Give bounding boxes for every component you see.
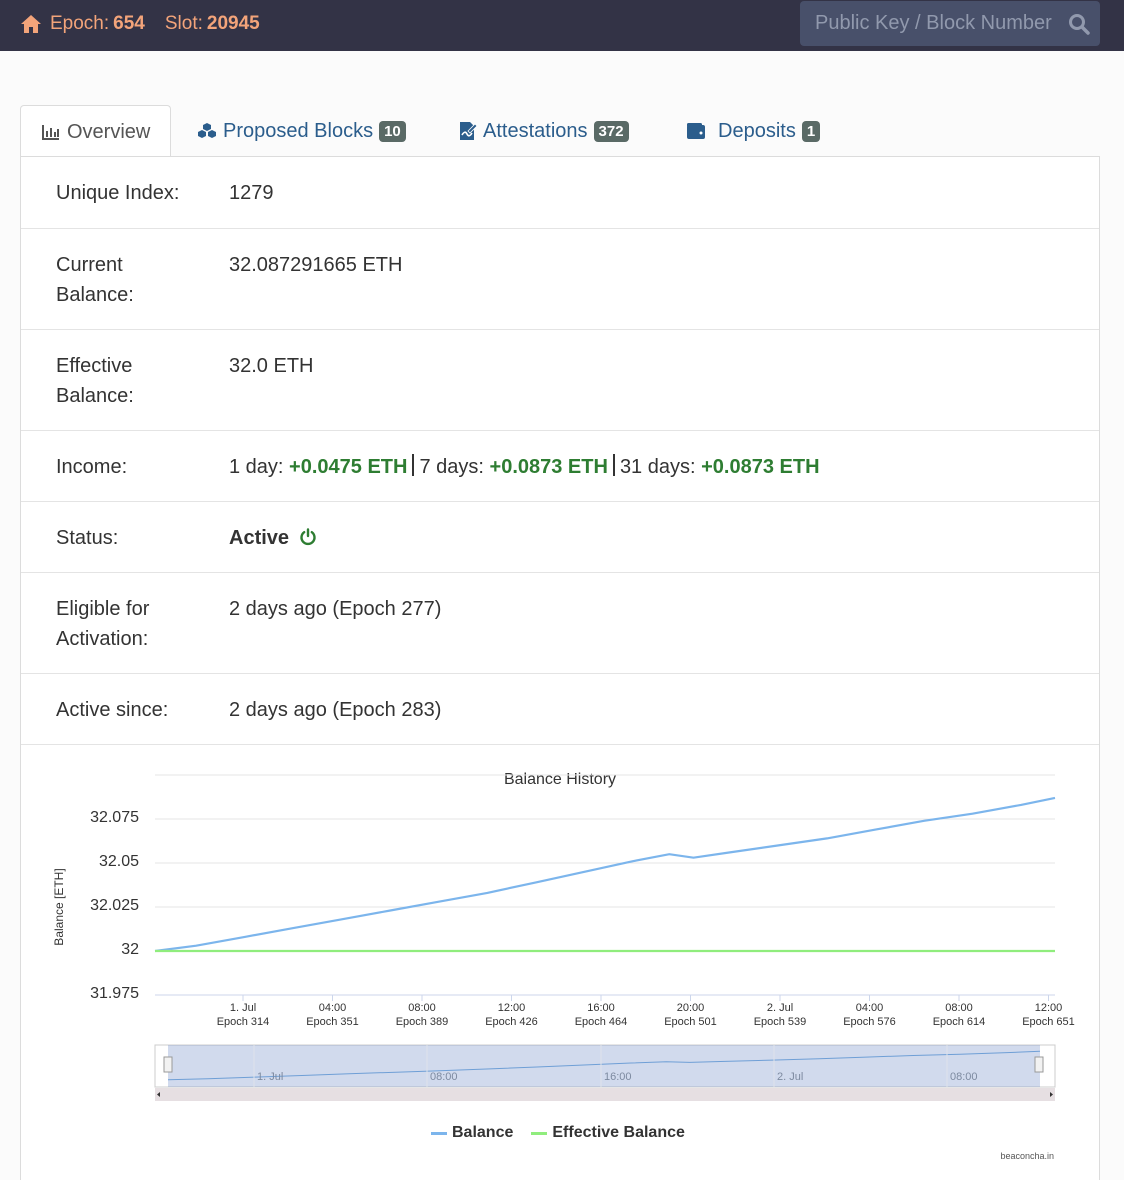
divider	[412, 454, 415, 476]
top-navbar: Epoch: 654 Slot: 20945	[0, 0, 1124, 51]
y-tick-label: 31.975	[90, 985, 139, 1002]
navigator-scrollbar	[155, 1088, 1055, 1101]
navigator-label: 08:00	[430, 1071, 458, 1083]
slot-value: 20945	[206, 13, 260, 34]
tab-deposits[interactable]: Deposits 1	[686, 105, 821, 157]
income-value: 1 day: +0.0475 ETH 7 days: +0.0873 ETH 31 …	[229, 452, 820, 482]
tab-label: Deposits	[718, 119, 796, 142]
count-badge: 372	[593, 120, 629, 142]
legend-item-effective-balance[interactable]: Effective Balance	[531, 1124, 685, 1142]
income-1d-value: +0.0475 ETH	[289, 456, 408, 478]
scroll-left-arrow-icon	[157, 1092, 160, 1097]
unique-index-label: Unique Index:	[56, 182, 180, 204]
epoch-value: 654	[113, 13, 145, 34]
income-1d-label: 1 day:	[229, 456, 284, 478]
x-tick-label: 08:00 Epoch 614	[932, 1002, 986, 1028]
legend-item-balance[interactable]: Balance	[431, 1124, 513, 1142]
y-tick-label: 32	[121, 941, 139, 958]
wallet-icon	[687, 123, 705, 139]
x-tick-label: 2. Jul Epoch 539	[753, 1002, 807, 1028]
navigator-label: 2. Jul	[777, 1071, 804, 1083]
income-label: Income:	[56, 456, 128, 478]
current-balance-value: 32.087291665 ETH	[229, 254, 403, 276]
income-7d-value: +0.0873 ETH	[489, 456, 608, 478]
row-status: Status: Active	[21, 502, 1099, 573]
count-badge: 10	[379, 120, 406, 142]
scroll-right-arrow-icon	[1050, 1092, 1053, 1097]
income-7d-label: 7 days:	[419, 456, 484, 478]
navigator-label: 16:00	[604, 1071, 632, 1083]
tab-attestations[interactable]: Attestations 372	[457, 105, 629, 157]
nav-brand[interactable]: Epoch: 654 Slot: 20945	[20, 12, 280, 36]
unique-index-value: 1279	[229, 182, 274, 204]
chart-plot	[154, 774, 1056, 1101]
income-31d-label: 31 days:	[619, 456, 696, 478]
search-icon[interactable]	[1068, 13, 1090, 35]
status-value-wrap: Active	[229, 523, 317, 553]
legend-label: Balance	[452, 1124, 514, 1141]
y-tick-label: 32.025	[90, 897, 139, 914]
x-tick-label: 04:00 Epoch 576	[843, 1002, 896, 1028]
x-tick-label: 1. Jul Epoch 314	[216, 1002, 270, 1028]
balance-series-line	[154, 796, 1056, 953]
tab-label: Overview	[67, 120, 151, 143]
search-input[interactable]	[800, 1, 1062, 46]
row-unique-index: Unique Index: 1279	[21, 157, 1099, 229]
navigator-selection	[168, 1045, 1040, 1087]
y-tick-label: 32.075	[90, 809, 139, 826]
row-effective-balance: Effective Balance: 32.0 ETH	[21, 330, 1099, 431]
tab-label: Attestations	[483, 119, 588, 142]
navigator-series	[167, 1050, 1041, 1081]
current-balance-label: Current Balance:	[56, 254, 134, 306]
validator-tabs: Overview Proposed Blocks 10 Attestations…	[20, 105, 1100, 158]
x-tick-label: 12:00 Epoch 426	[485, 1002, 538, 1028]
navigator-handle-right	[1034, 1056, 1044, 1073]
tab-overview[interactable]: Overview	[20, 105, 172, 158]
slot-label: Slot:	[164, 13, 203, 34]
power-icon	[299, 528, 316, 546]
home-icon	[21, 15, 41, 33]
tab-label: Proposed Blocks	[223, 119, 374, 142]
cubes-icon	[198, 123, 216, 138]
row-eligible-activation: Eligible for Activation: 2 days ago (Epo…	[21, 573, 1099, 674]
validator-overview-card: Unique Index: 1279 Current Balance: 32.0…	[20, 156, 1100, 1180]
active-since-value: 2 days ago (Epoch 283)	[229, 699, 442, 721]
x-tick-label: 12:00 Epoch 651	[1022, 1002, 1075, 1028]
status-value: Active	[229, 527, 290, 549]
eligible-activation-label: Eligible for Activation:	[56, 598, 150, 650]
x-tick-label: 04:00 Epoch 351	[306, 1002, 359, 1028]
income-31d-value: +0.0873 ETH	[701, 456, 820, 478]
effective-balance-label: Effective Balance:	[56, 355, 134, 407]
tab-proposed-blocks[interactable]: Proposed Blocks 10	[197, 105, 406, 157]
chart-icon	[42, 125, 59, 140]
navigator-label: 08:00	[950, 1071, 978, 1083]
navigator-label: 1. Jul	[257, 1071, 284, 1083]
navigator-frame	[154, 1044, 1056, 1088]
row-income: Income: 1 day: +0.0475 ETH 7 days: +0.087…	[21, 431, 1099, 502]
search-box	[800, 1, 1100, 46]
status-label: Status:	[56, 527, 119, 549]
legend-swatch	[531, 1131, 548, 1135]
x-tick-label: 16:00 Epoch 464	[574, 1002, 628, 1028]
y-tick-label: 32.05	[98, 853, 139, 870]
epoch-label: Epoch:	[50, 13, 110, 34]
count-badge: 1	[801, 120, 821, 142]
signature-icon	[460, 122, 478, 140]
effective-balance-value: 32.0 ETH	[229, 355, 314, 377]
legend-label: Effective Balance	[552, 1124, 685, 1141]
navigator-handle-left	[163, 1056, 173, 1073]
x-tick-label: 20:00 Epoch 501	[664, 1002, 717, 1028]
row-current-balance: Current Balance: 32.087291665 ETH	[21, 229, 1099, 330]
divider	[612, 454, 615, 476]
legend-swatch	[431, 1131, 447, 1135]
chart-credits[interactable]: beaconcha.in	[1000, 1151, 1054, 1161]
active-since-label: Active since:	[56, 699, 169, 721]
balance-history-chart: Balance History Balance [ETH] 32.075 32.0…	[21, 745, 1099, 1180]
x-tick-label: 08:00 Epoch 389	[395, 1002, 449, 1028]
row-active-since: Active since: 2 days ago (Epoch 283)	[21, 674, 1099, 745]
eligible-activation-value: 2 days ago (Epoch 277)	[229, 598, 442, 620]
chart-legend: Balance Effective Balance	[431, 1124, 703, 1142]
